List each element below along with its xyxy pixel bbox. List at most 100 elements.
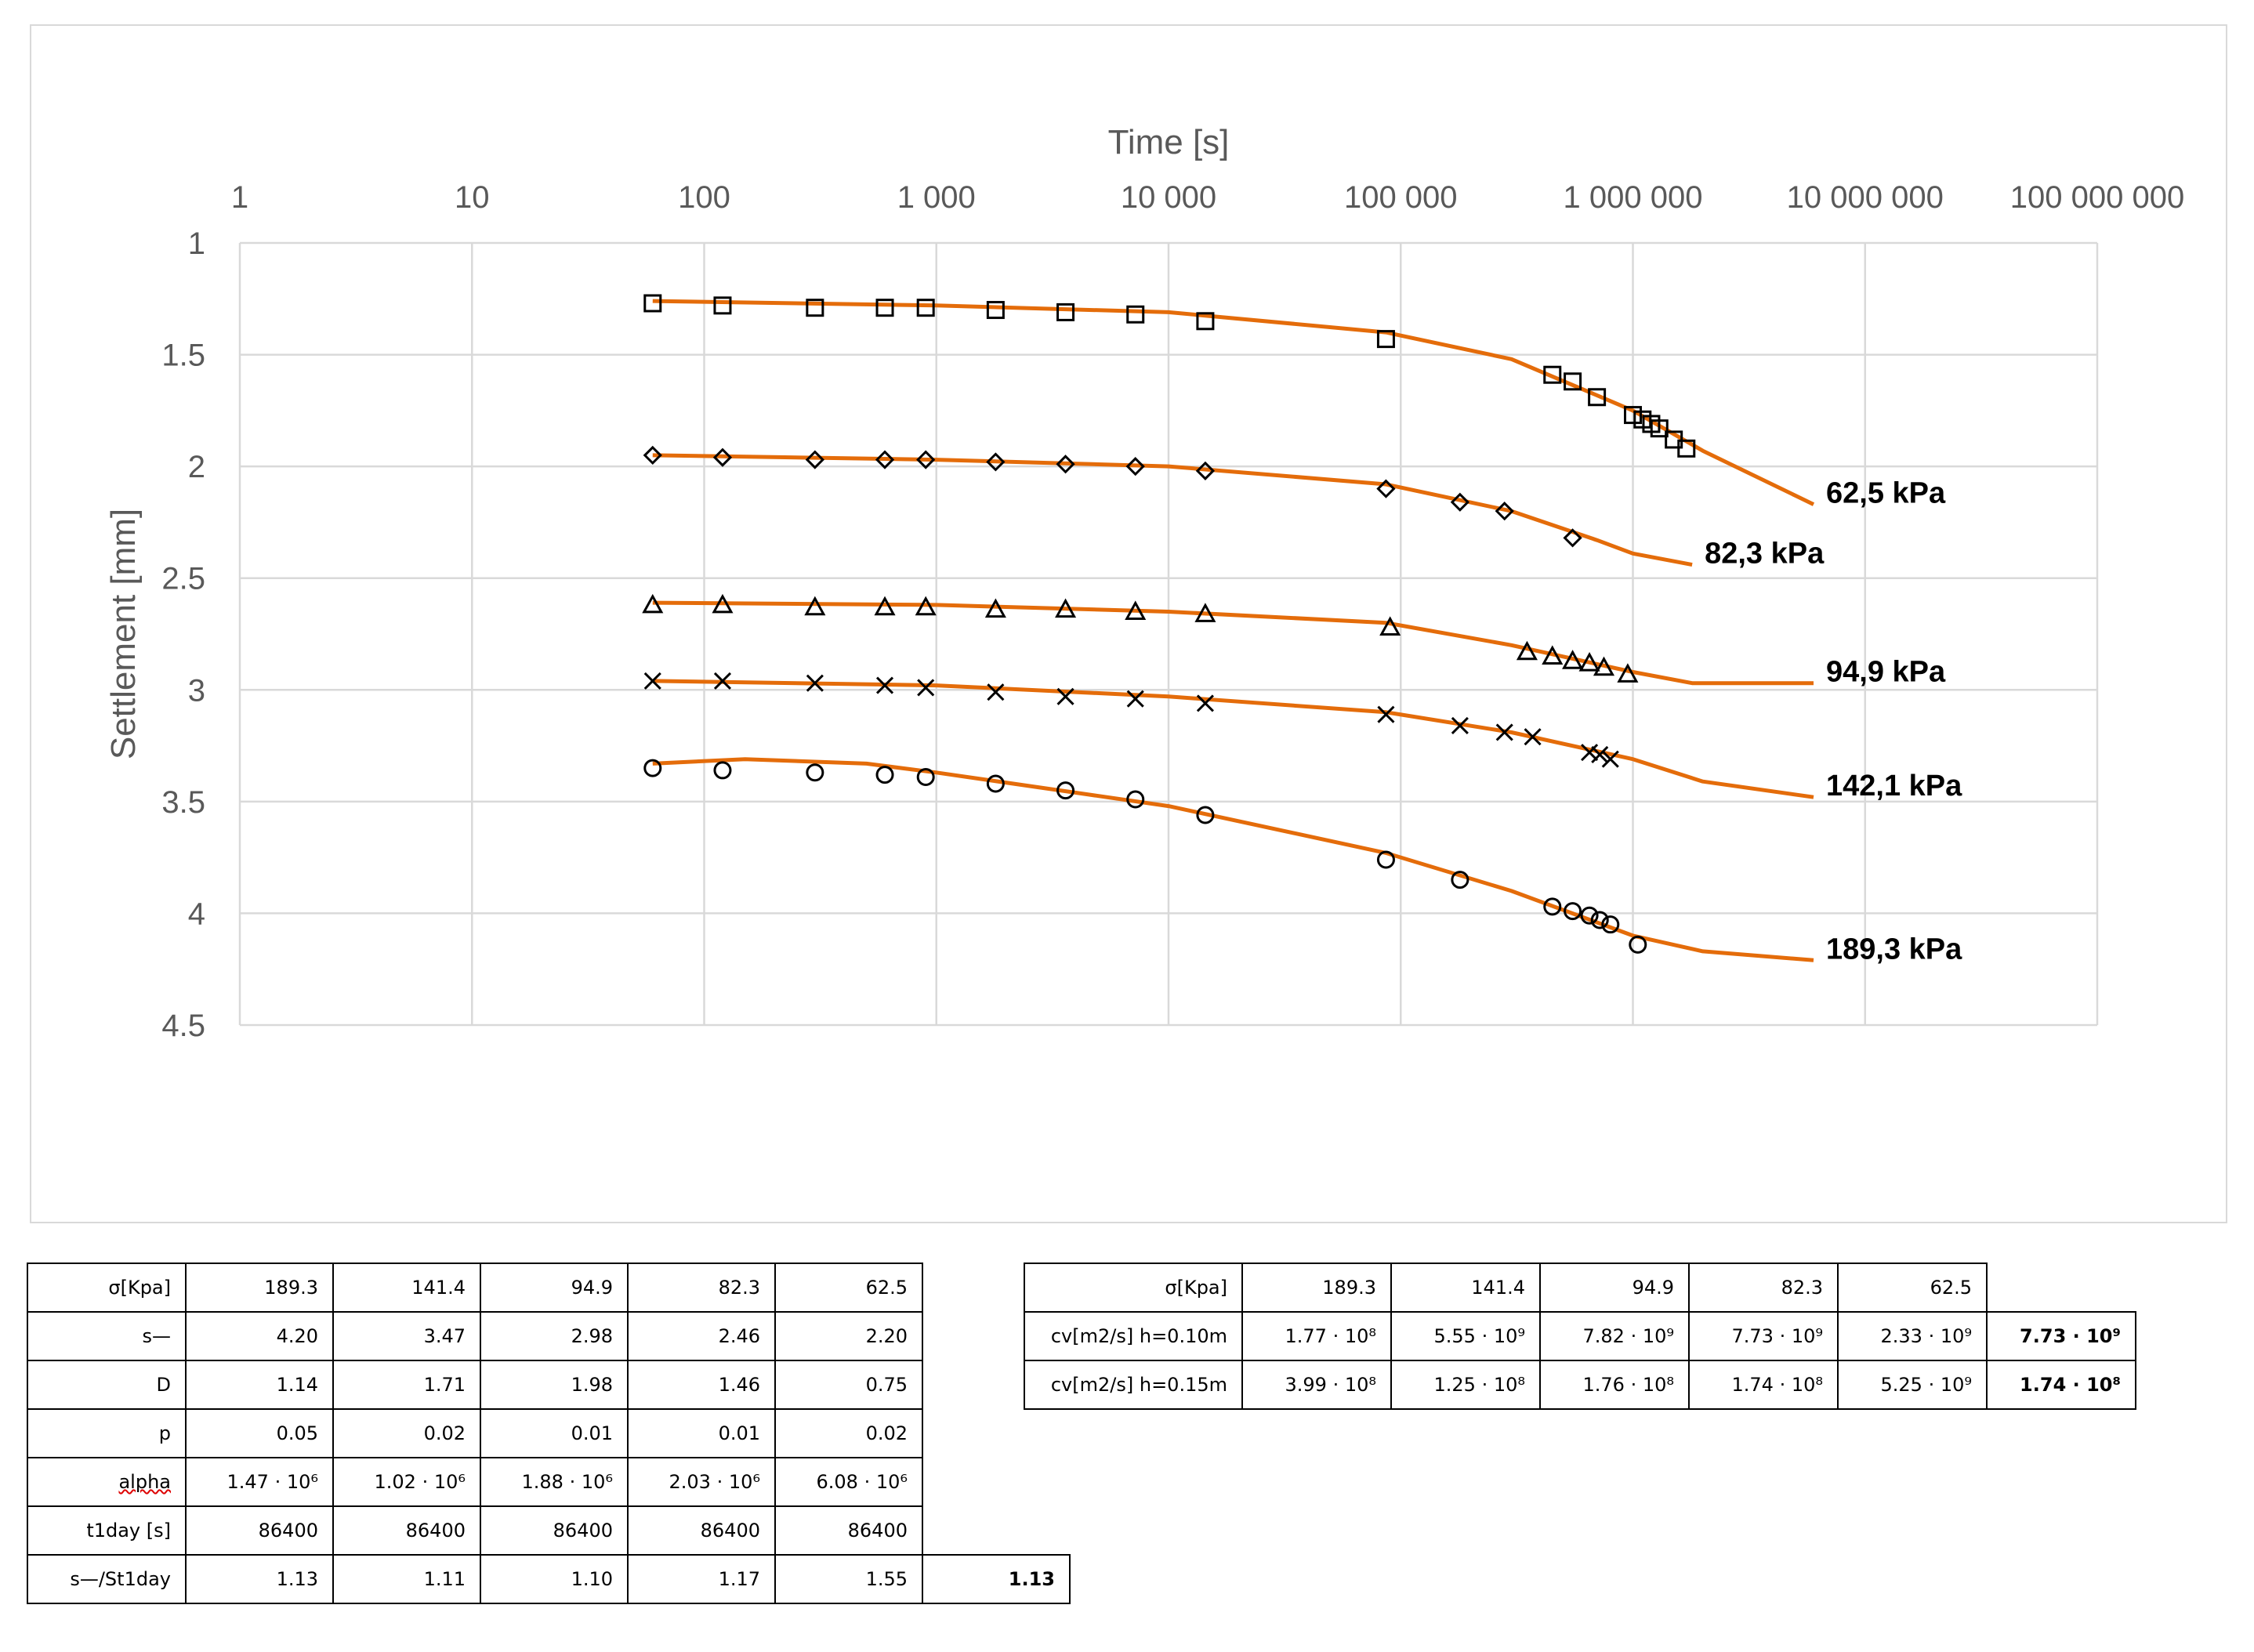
data-point-triangle — [1562, 650, 1584, 669]
data-point-cross — [1601, 750, 1619, 768]
table-cell: 7.73 · 10⁹ — [1688, 1311, 1839, 1361]
consolidation-coefficient-table: σ[Kpa] 189.3 141.4 94.9 82.3 62.5 cv[m2/s] h=0… — [1024, 1263, 2136, 1410]
fit-line — [652, 453, 1693, 567]
y-tick-label: 3.5 — [161, 785, 205, 820]
parameters-table: σ[Kpa] 189.3 141.4 94.9 82.3 62.5 s— 4.20 3.47 2.… — [27, 1263, 1071, 1604]
data-point-square — [1376, 330, 1395, 349]
series-label: 142,1 kPa — [1826, 770, 1962, 802]
table-cell: 62.5 — [774, 1263, 923, 1313]
y-tick-label: 2 — [188, 450, 205, 484]
table-cell: 94.9 — [1539, 1263, 1690, 1313]
table-row: cv[m2/s] h=0.10m 1.77 · 10⁸ 5.55 · 10⁹ 7.82… — [1024, 1311, 2136, 1361]
data-point-square — [1056, 303, 1075, 321]
data-point-cross — [1056, 687, 1074, 705]
row-header-cell: cv[m2/s] h=0.15m — [1024, 1360, 1243, 1410]
data-point-cross — [875, 676, 894, 694]
table-cell: 0.02 — [332, 1408, 481, 1458]
table-cell: 1.02 · 10⁶ — [332, 1457, 481, 1507]
data-point-square — [1588, 388, 1607, 407]
table-cell: 94.9 — [480, 1263, 629, 1313]
data-point-circle — [1590, 911, 1609, 929]
table-cell: 4.20 — [185, 1311, 334, 1361]
table-row: s—/St1day 1.13 1.11 1.10 1.17 1.55 1.13 — [27, 1554, 1071, 1604]
y-tick-label: 1 — [188, 226, 205, 261]
table-row: p 0.05 0.02 0.01 0.01 0.02 — [27, 1408, 1070, 1458]
table-row: σ[Kpa] 189.3 141.4 94.9 82.3 62.5 — [27, 1263, 1070, 1313]
data-point-circle — [713, 761, 732, 780]
data-point-cross — [1524, 728, 1542, 746]
data-point-triangle — [1578, 651, 1600, 672]
table-cell: 2.33 · 10⁹ — [1837, 1311, 1988, 1361]
x-tick-label: 1 — [231, 180, 248, 215]
data-point-triangle — [915, 596, 937, 616]
x-tick-label: 10 000 000 — [1787, 180, 1944, 215]
data-point-square — [1677, 439, 1696, 458]
data-point-square — [713, 296, 732, 315]
table-cell: 1.17 — [627, 1554, 776, 1604]
data-point-diamond — [986, 452, 1006, 472]
chart-frame — [30, 24, 2227, 1223]
data-point-diamond — [643, 445, 662, 466]
data-point-circle — [1126, 790, 1145, 809]
data-point-cross — [713, 672, 732, 690]
table-cell: 1.13 — [922, 1554, 1071, 1604]
data-point-triangle — [712, 593, 734, 614]
data-point-square — [1196, 312, 1215, 331]
data-point-square — [1543, 365, 1562, 384]
table-cell: 1.14 — [185, 1360, 334, 1410]
x-tick-label: 100 — [678, 180, 730, 215]
fit-line — [652, 679, 1814, 799]
row-header-cell: p — [27, 1408, 187, 1458]
table-cell: 0.75 — [774, 1360, 923, 1410]
table-cell: 1.25 · 10⁸ — [1390, 1360, 1541, 1410]
table-cell: 86400 — [774, 1505, 923, 1556]
data-point-triangle — [1194, 603, 1216, 622]
table-cell: 1.88 · 10⁶ — [480, 1457, 629, 1507]
table-cell: 1.71 — [332, 1360, 481, 1410]
data-point-circle — [1451, 871, 1469, 889]
data-point-circle — [875, 766, 894, 784]
table-cell: 3.47 — [332, 1311, 481, 1361]
data-point-diamond — [1563, 528, 1582, 548]
table-row: cv[m2/s] h=0.15m 3.99 · 10⁸ 1.25 · 10⁸ 1.76… — [1024, 1360, 2136, 1410]
x-axis-title: Time [s] — [1108, 123, 1230, 161]
data-point-triangle — [804, 596, 826, 616]
table-cell: 82.3 — [627, 1263, 776, 1313]
table-row: σ[Kpa] 189.3 141.4 94.9 82.3 62.5 — [1024, 1263, 2136, 1313]
table-row: D 1.14 1.71 1.98 1.46 0.75 — [27, 1360, 1070, 1410]
table-cell: 7.82 · 10⁹ — [1539, 1311, 1690, 1361]
data-point-square — [1624, 406, 1642, 425]
row-header-cell: t1day [s] — [27, 1505, 187, 1556]
table-cell: 189.3 — [1241, 1263, 1392, 1313]
data-point-circle — [1580, 906, 1599, 925]
table-cell: 1.11 — [332, 1554, 481, 1604]
data-point-circle — [1543, 897, 1562, 916]
data-point-triangle — [1055, 598, 1077, 618]
series-label: 82,3 kPa — [1705, 538, 1825, 571]
fit-line — [652, 299, 1815, 506]
data-point-cross — [1495, 723, 1513, 741]
data-point-square — [1126, 305, 1145, 324]
row-header-cell: cv[m2/s] h=0.10m — [1024, 1311, 1243, 1361]
table-cell — [922, 1409, 1070, 1458]
table-cell: 0.02 — [774, 1408, 923, 1458]
data-point-cross — [643, 672, 661, 690]
table-cell: 1.74 · 10⁸ — [1986, 1360, 2136, 1410]
data-point-circle — [1056, 781, 1075, 800]
data-point-diamond — [1376, 479, 1396, 498]
table-cell: 5.55 · 10⁹ — [1390, 1311, 1541, 1361]
row-header-cell: σ[Kpa] — [27, 1263, 187, 1313]
table-cell: 1.10 — [480, 1554, 629, 1604]
table-cell: 62.5 — [1837, 1263, 1988, 1313]
y-axis-title: Settlement [mm] — [104, 509, 143, 759]
y-tick-label: 4 — [188, 897, 205, 931]
table-cell: 1.55 — [774, 1554, 923, 1604]
data-point-square — [875, 299, 894, 317]
row-header-cell: s— — [27, 1311, 187, 1361]
data-point-triangle — [1379, 616, 1401, 636]
data-point-cross — [1196, 694, 1214, 712]
fit-line — [652, 600, 1814, 686]
table-cell: 86400 — [480, 1505, 629, 1556]
data-point-cross — [806, 674, 824, 692]
table-cell: 86400 — [627, 1505, 776, 1556]
